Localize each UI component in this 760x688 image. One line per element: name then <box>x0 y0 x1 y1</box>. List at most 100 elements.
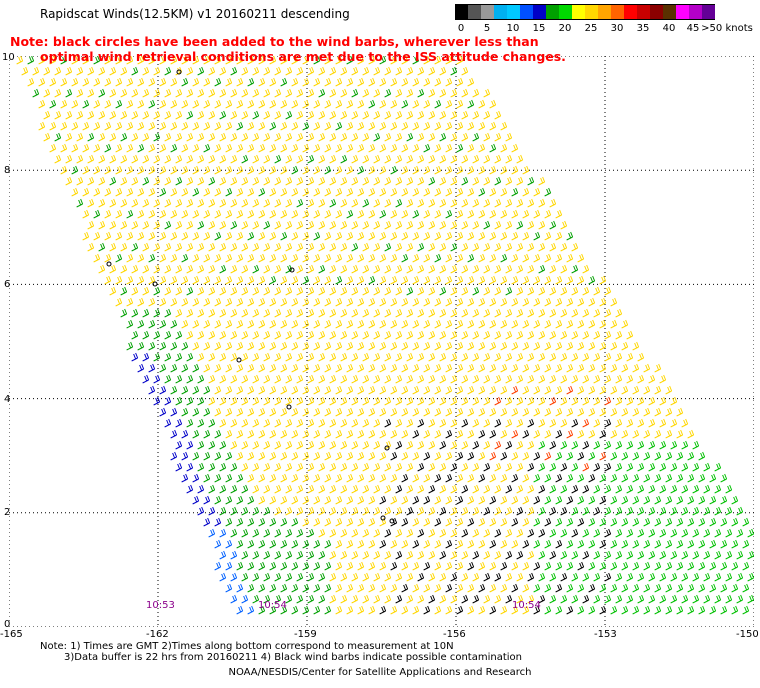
wind-barb <box>654 451 662 461</box>
wind-barb <box>263 308 271 318</box>
wind-barb <box>280 473 288 483</box>
wind-barb <box>274 66 282 76</box>
wind-barb <box>236 473 244 483</box>
wind-barb <box>511 451 519 461</box>
wind-barb <box>456 231 464 241</box>
wind-barb <box>500 319 508 329</box>
wind-barb <box>621 495 629 505</box>
wind-barb <box>236 385 244 395</box>
wind-barb <box>522 451 530 461</box>
wind-barb <box>368 561 376 571</box>
wind-barb <box>676 539 684 549</box>
wind-barb <box>197 506 205 516</box>
wind-barb <box>164 110 172 120</box>
wind-barb <box>368 363 376 373</box>
wind-barb <box>439 132 447 142</box>
wind-barb <box>379 77 387 87</box>
legend-labels: 0 5 10 15 20 25 30 35 40 45 >50 knots <box>455 20 753 34</box>
wind-barb <box>406 198 414 208</box>
wind-barb <box>214 451 222 461</box>
wind-barb <box>318 198 326 208</box>
wind-barb <box>434 539 442 549</box>
wind-barb <box>467 385 475 395</box>
wind-barb <box>159 121 167 131</box>
wind-barb <box>16 56 24 65</box>
wind-barb <box>417 374 425 384</box>
wind-barb <box>318 154 326 164</box>
lat-label: 4 <box>4 394 11 405</box>
wind-barb <box>142 330 150 340</box>
wind-barb <box>456 187 464 197</box>
wind-barb <box>538 220 546 230</box>
wind-barb <box>296 132 304 142</box>
wind-barb <box>115 77 123 87</box>
wind-barb <box>181 275 189 285</box>
wind-barb <box>401 319 409 329</box>
wind-barb <box>197 132 205 142</box>
wind-barb <box>219 308 227 318</box>
wind-barb <box>379 56 387 65</box>
wind-barb <box>505 352 513 362</box>
wind-barb <box>203 429 211 439</box>
wind-barb <box>351 308 359 318</box>
wind-barb <box>302 253 310 263</box>
wind-barb <box>379 341 387 351</box>
wind-barb <box>483 132 491 142</box>
wind-barb <box>692 550 700 560</box>
wind-barb <box>313 363 321 373</box>
wind-barb <box>511 165 519 175</box>
wind-barb <box>522 495 530 505</box>
wind-barb <box>307 550 315 560</box>
wind-barb <box>571 484 579 494</box>
wind-barb <box>604 352 612 362</box>
wind-barb <box>544 253 552 263</box>
wind-barb <box>197 462 205 472</box>
wind-barb <box>252 484 260 494</box>
wind-barb <box>49 121 57 131</box>
wind-barb <box>104 231 112 241</box>
wind-barb <box>412 253 420 263</box>
wind-barb <box>208 242 216 252</box>
wind-barb <box>703 484 711 494</box>
wind-barb <box>197 352 205 362</box>
wind-barb <box>104 165 112 175</box>
wind-barb <box>346 583 354 593</box>
wind-barb <box>225 363 233 373</box>
wind-barb <box>384 308 392 318</box>
wind-barb <box>340 286 348 296</box>
wind-barb <box>318 220 326 230</box>
wind-barb <box>236 165 244 175</box>
legend-label: 20 <box>558 23 572 34</box>
wind-barb <box>373 418 381 428</box>
wind-barb <box>307 66 315 76</box>
wind-barb <box>258 165 266 175</box>
wind-barb <box>588 539 596 549</box>
wind-barb <box>38 121 46 131</box>
wind-barb <box>604 396 612 406</box>
wind-barb <box>505 176 513 186</box>
wind-barb <box>676 605 684 615</box>
wind-barb <box>362 330 370 340</box>
wind-barb <box>577 451 585 461</box>
wind-barb <box>60 99 68 109</box>
wind-barb <box>676 495 684 505</box>
wind-barb <box>406 550 414 560</box>
wind-barb <box>302 363 310 373</box>
wind-barb <box>164 418 172 428</box>
wind-barb <box>516 198 524 208</box>
wind-barb <box>533 297 541 307</box>
wind-barb <box>731 539 739 549</box>
wind-barb <box>170 77 178 87</box>
wind-barb <box>274 110 282 120</box>
wind-barb <box>203 275 211 285</box>
wind-barb <box>516 374 524 384</box>
wind-barb <box>302 451 310 461</box>
wind-barb <box>621 319 629 329</box>
wind-barb <box>401 56 409 65</box>
wind-barb <box>296 572 304 582</box>
wind-barb <box>214 165 222 175</box>
wind-barb <box>93 187 101 197</box>
wind-barb <box>296 176 304 186</box>
wind-barb <box>351 286 359 296</box>
wind-barb <box>181 363 189 373</box>
